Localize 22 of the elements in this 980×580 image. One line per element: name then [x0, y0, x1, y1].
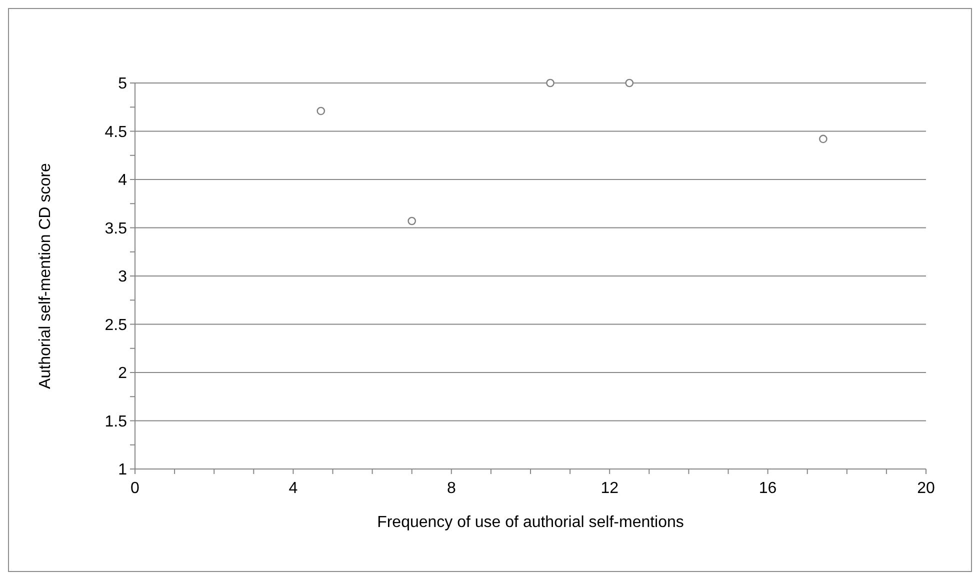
y-axis-title: Authorial self-mention CD score	[37, 162, 54, 389]
y-tick-label: 4.5	[104, 124, 128, 141]
y-tick-label: 1.5	[104, 413, 128, 430]
point	[546, 78, 554, 88]
point	[819, 134, 828, 144]
y-tick-label: 3	[118, 268, 128, 286]
y-tick-label: 1	[118, 462, 128, 479]
x-tick-label: 0	[130, 480, 140, 497]
y-tick-label: 2.5	[104, 316, 128, 334]
x-tick-label: 8	[446, 480, 456, 497]
x-axis-title: Frequency of use of authorial self-mentions	[377, 514, 684, 531]
y-tick-label: 4	[118, 172, 128, 190]
point	[408, 216, 416, 226]
x-tick-label: 12	[600, 480, 619, 497]
y-tick-label: 5	[118, 76, 128, 93]
point	[316, 106, 326, 116]
x-tick-label: 20	[917, 480, 935, 497]
y-tick-label: 3.5	[104, 220, 128, 238]
x-tick-label: 4	[288, 480, 298, 497]
y-tick-label: 2	[118, 365, 128, 382]
x-tick-label: 16	[758, 480, 777, 497]
point	[625, 78, 634, 88]
